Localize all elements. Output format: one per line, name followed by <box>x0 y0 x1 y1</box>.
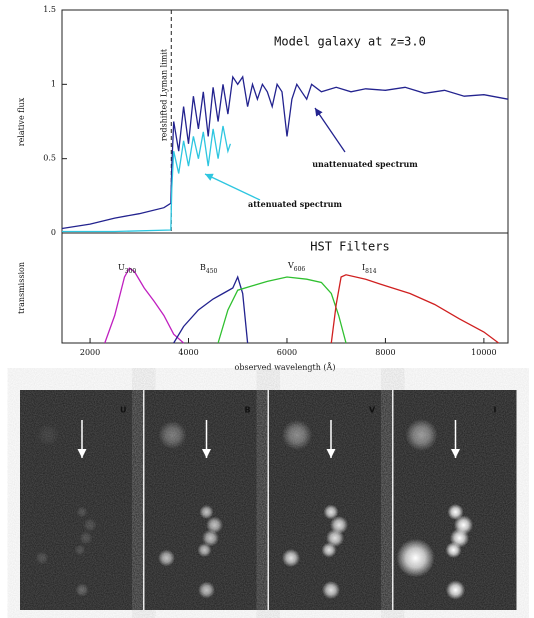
series-line <box>105 268 184 343</box>
y-axis-label: relative flux <box>17 97 26 146</box>
x-tick-label: 10000 <box>471 348 496 357</box>
x-axis-label: observed wavelength (Å) <box>235 363 336 372</box>
chart-title: HST Filters <box>310 240 389 254</box>
chart-title: Model galaxy at z=3.0 <box>274 35 426 49</box>
galaxy-blob <box>197 543 211 557</box>
galaxy-blob <box>199 505 213 519</box>
x-tick-label: 2000 <box>80 348 100 357</box>
y-axis-label: transmission <box>17 262 26 314</box>
galaxy-blob <box>406 419 438 451</box>
series-label: unattenuated spectrum <box>312 159 418 169</box>
panel-label: I <box>494 406 497 415</box>
series-line <box>218 277 346 343</box>
filter-label: I814 <box>362 263 377 275</box>
y-tick-label: 1 <box>51 79 56 88</box>
y-tick-label: 0 <box>51 228 56 237</box>
galaxy-blob <box>446 542 462 558</box>
y-tick-label: 1.5 <box>43 5 56 14</box>
galaxy-blob <box>282 549 300 567</box>
galaxy-blob <box>75 583 88 596</box>
x-tick-label: 6000 <box>277 348 297 357</box>
panel-label: V <box>369 406 376 415</box>
series-line <box>331 275 498 343</box>
series-line <box>174 277 248 343</box>
series-label: attenuated spectrum <box>248 199 342 209</box>
x-tick-label: 8000 <box>375 348 395 357</box>
series-line <box>62 126 230 232</box>
figure: Model galaxy at z=3.0 HST Filters relati… <box>0 0 534 618</box>
filter-label: B450 <box>200 263 218 275</box>
galaxy-blob <box>79 531 92 544</box>
galaxy-blob <box>198 582 215 599</box>
galaxy-blob <box>158 421 186 449</box>
panel-label: B <box>245 406 251 415</box>
galaxy-blob <box>74 544 85 555</box>
filter-label: U300 <box>118 263 136 275</box>
annotation-arrow <box>205 174 260 200</box>
x-tick-label: 4000 <box>178 348 198 357</box>
galaxy-blob <box>322 581 340 599</box>
galaxy-blob <box>76 506 87 517</box>
galaxy-blob <box>158 550 175 567</box>
annotation-arrow <box>315 108 345 152</box>
galaxy-blob <box>83 518 96 531</box>
galaxy-blob <box>321 542 336 557</box>
galaxy-blob <box>446 580 465 599</box>
y-tick-label: 0.5 <box>43 154 56 163</box>
filter-label: V606 <box>287 261 305 273</box>
galaxy-blob <box>35 551 48 564</box>
galaxy-blob <box>37 424 59 446</box>
panel-label: U <box>120 406 127 415</box>
galaxy-blob <box>282 420 312 450</box>
annotation: redshifted Lyman limit <box>159 48 168 141</box>
galaxy-blob <box>396 539 434 577</box>
plot-frame <box>62 10 508 343</box>
